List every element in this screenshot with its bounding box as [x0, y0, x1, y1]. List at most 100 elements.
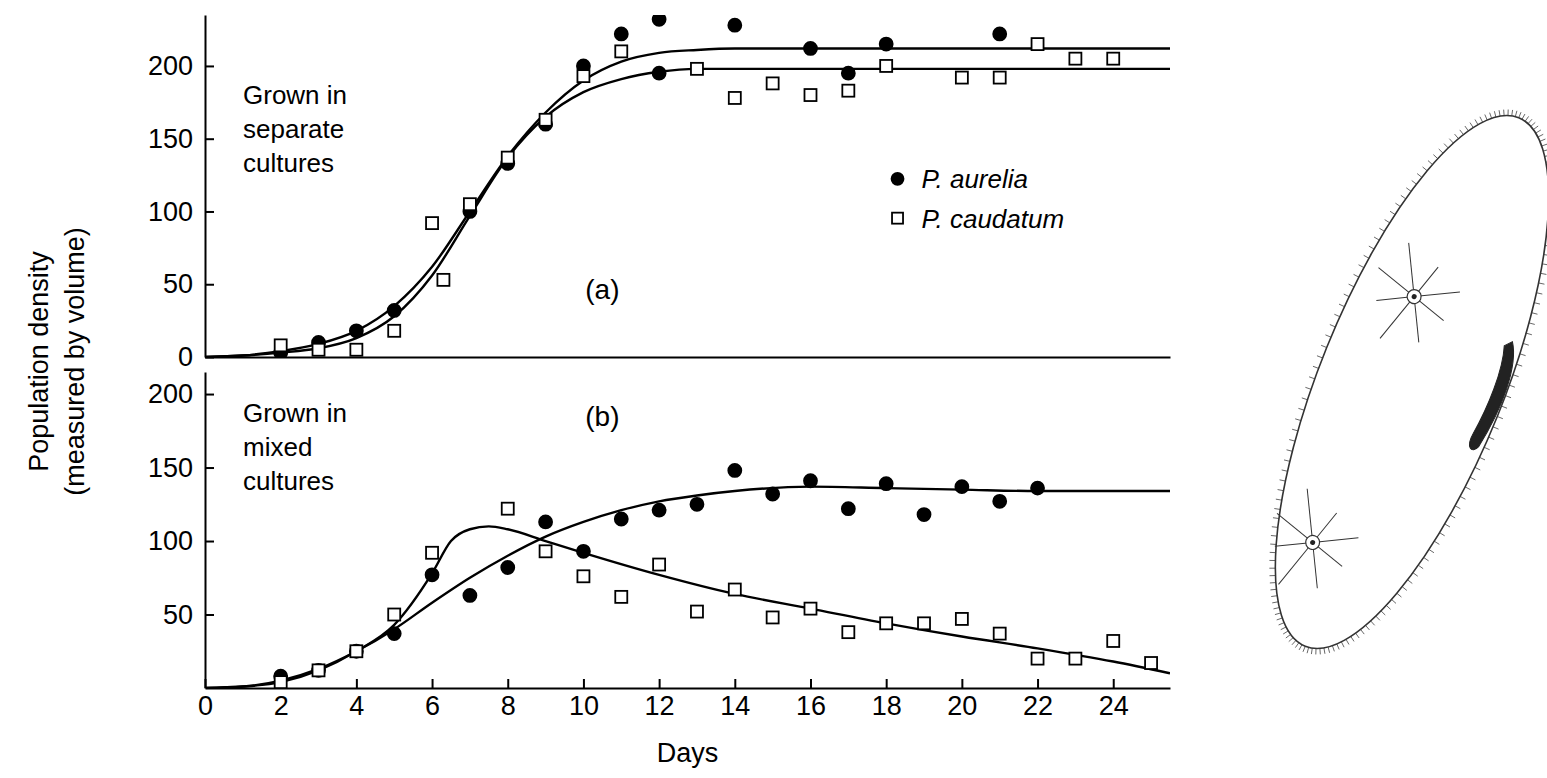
cilium: [1317, 356, 1323, 358]
cilium: [1339, 304, 1345, 307]
x-axis-line: [206, 357, 1171, 359]
x-tick-label: 12: [645, 691, 675, 721]
x-tick-label: 14: [720, 691, 750, 721]
y-tick-mark: [205, 65, 214, 67]
vacuole-center: [1411, 293, 1418, 300]
x-axis: [206, 357, 1171, 358]
data-point: [767, 611, 779, 623]
data-point: [437, 274, 449, 286]
data-point: [956, 613, 968, 625]
panel-label: (a): [585, 274, 619, 305]
chart: 050100150200Grown inseparatecultures(a)P…: [0, 0, 1547, 778]
y-tick: 100: [148, 197, 214, 227]
cilium: [1325, 335, 1331, 337]
data-point: [577, 545, 590, 558]
oral-groove: [1464, 339, 1524, 453]
x-axis-title: Days: [657, 738, 719, 768]
cilium: [1269, 558, 1275, 562]
y-tick-label: 200: [148, 379, 193, 409]
data-point: [842, 67, 855, 80]
x-axis-line: [206, 688, 1171, 690]
data-point: [577, 70, 589, 82]
x-tick-label: 0: [198, 691, 213, 721]
x-tick-mark: [356, 679, 358, 688]
x-tick: 8: [501, 679, 516, 721]
data-point: [275, 676, 287, 688]
data-point: [501, 561, 514, 574]
data-point: [1032, 653, 1044, 665]
legend-label: P. aurelia: [922, 164, 1029, 194]
data-point: [615, 27, 628, 40]
y-tick-mark: [205, 211, 214, 213]
data-point: [956, 72, 968, 84]
data-point: [993, 27, 1006, 40]
data-point: [842, 85, 854, 97]
data-point: [313, 344, 325, 356]
data-point: [993, 495, 1006, 508]
cilium: [1309, 377, 1315, 379]
x-tick-mark: [507, 679, 509, 688]
y-tick-label: 100: [148, 526, 193, 556]
data-point: [918, 617, 930, 629]
contractile-vacuole: [1253, 482, 1369, 606]
data-point: [767, 77, 779, 89]
x-tick: 10: [569, 679, 599, 721]
x-tick-label: 8: [501, 691, 516, 721]
cilium: [1321, 345, 1327, 347]
x-tick-label: 24: [1099, 691, 1129, 721]
x-tick: 18: [872, 679, 902, 721]
cilium: [1497, 416, 1503, 418]
data-point: [691, 63, 703, 75]
y-tick-mark: [205, 614, 214, 616]
data-point: [426, 568, 439, 581]
x-tick-label: 10: [569, 691, 599, 721]
radial-canal: [1391, 243, 1432, 297]
cilium: [1489, 437, 1495, 439]
x-tick: 14: [720, 679, 750, 721]
x-tick: 0: [198, 679, 213, 721]
y-axis: 050100150200: [148, 16, 214, 373]
cilium: [1493, 427, 1499, 429]
cilium: [1479, 457, 1485, 460]
data-point: [540, 114, 552, 126]
fit-curve: [205, 487, 1170, 688]
data-point: [804, 603, 816, 615]
fit-curve: [205, 69, 1170, 357]
x-tick-label: 22: [1023, 691, 1053, 721]
fit-curve: [205, 526, 1170, 688]
data-point: [502, 503, 514, 515]
x-tick: 20: [947, 679, 977, 721]
cilium: [1334, 314, 1340, 316]
x-tick-mark: [659, 679, 661, 688]
data-point: [880, 60, 892, 72]
data-point: [766, 487, 779, 500]
y-tick-label: 150: [148, 124, 193, 154]
data-point: [350, 645, 363, 658]
cilium: [1516, 364, 1522, 367]
x-tick-mark: [961, 679, 963, 688]
y-tick-label: 200: [148, 51, 193, 81]
x-tick-mark: [810, 679, 812, 688]
x-tick-mark: [1113, 679, 1115, 688]
y-tick: 150: [148, 453, 214, 483]
cilium: [1269, 566, 1275, 570]
data-point: [388, 609, 400, 621]
data-point: [729, 584, 741, 596]
x-tick-mark: [734, 679, 736, 688]
data-point: [690, 498, 703, 511]
x-tick: 4: [349, 679, 364, 721]
y-tick-label: 50: [163, 600, 193, 630]
panel-label: (b): [585, 401, 619, 432]
data-point: [842, 626, 854, 638]
legend-marker: [892, 213, 903, 224]
data-point: [426, 547, 438, 559]
data-point: [350, 645, 362, 657]
y-axis-title: Population density(measured by volume): [24, 227, 90, 496]
data-point: [955, 480, 968, 493]
data-point: [312, 664, 325, 677]
panel: 050100150200Grown inseparatecultures(a)P…: [148, 13, 1171, 372]
data-point: [918, 508, 931, 521]
cilium: [1501, 406, 1507, 408]
data-point: [880, 617, 892, 629]
vacuole: [1405, 287, 1423, 305]
